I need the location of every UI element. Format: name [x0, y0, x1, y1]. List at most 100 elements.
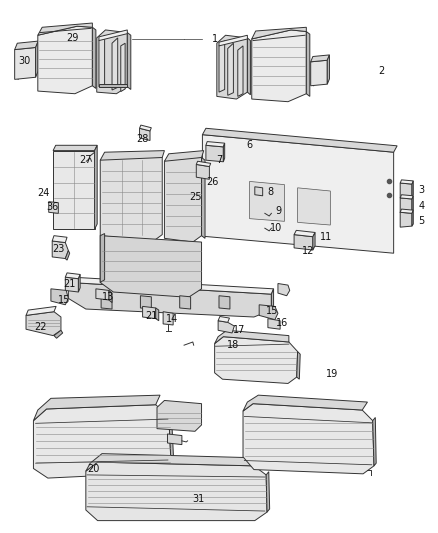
- Text: 19: 19: [325, 369, 338, 379]
- Text: 21: 21: [64, 279, 76, 289]
- Polygon shape: [86, 454, 258, 471]
- Polygon shape: [65, 273, 80, 279]
- Polygon shape: [38, 23, 92, 35]
- Polygon shape: [100, 154, 162, 241]
- Polygon shape: [163, 312, 173, 325]
- Text: 1: 1: [212, 34, 218, 44]
- Polygon shape: [202, 128, 397, 152]
- Polygon shape: [14, 41, 38, 50]
- Text: 27: 27: [80, 155, 92, 165]
- Polygon shape: [109, 290, 112, 303]
- Polygon shape: [100, 151, 164, 160]
- Polygon shape: [297, 188, 330, 225]
- Text: 18: 18: [227, 340, 240, 350]
- Polygon shape: [412, 196, 413, 212]
- Text: 31: 31: [192, 494, 204, 504]
- Polygon shape: [215, 330, 289, 344]
- Polygon shape: [143, 306, 155, 319]
- Polygon shape: [313, 232, 315, 250]
- Text: 3: 3: [418, 185, 424, 196]
- Polygon shape: [243, 403, 374, 474]
- Polygon shape: [311, 60, 327, 86]
- Polygon shape: [219, 35, 247, 46]
- Polygon shape: [169, 413, 173, 462]
- Polygon shape: [99, 30, 127, 41]
- Polygon shape: [252, 27, 306, 39]
- Polygon shape: [53, 146, 97, 151]
- Text: 15: 15: [266, 305, 279, 316]
- Polygon shape: [412, 181, 413, 197]
- Text: 17: 17: [233, 325, 246, 335]
- Text: 28: 28: [136, 134, 149, 144]
- Polygon shape: [400, 198, 412, 213]
- Text: 29: 29: [67, 33, 79, 43]
- Polygon shape: [68, 282, 272, 317]
- Polygon shape: [33, 405, 171, 478]
- Polygon shape: [266, 472, 270, 512]
- Polygon shape: [255, 187, 263, 196]
- Polygon shape: [140, 125, 151, 131]
- Polygon shape: [252, 30, 306, 102]
- Polygon shape: [95, 146, 97, 229]
- Polygon shape: [26, 312, 61, 336]
- Polygon shape: [218, 317, 230, 322]
- Polygon shape: [65, 277, 78, 292]
- Text: 25: 25: [190, 192, 202, 202]
- Polygon shape: [228, 43, 233, 95]
- Polygon shape: [215, 337, 297, 383]
- Polygon shape: [294, 230, 315, 237]
- Polygon shape: [52, 241, 68, 259]
- Polygon shape: [33, 395, 160, 421]
- Polygon shape: [96, 289, 109, 300]
- Text: 16: 16: [276, 318, 289, 328]
- Polygon shape: [311, 55, 329, 62]
- Polygon shape: [99, 35, 105, 87]
- Text: 9: 9: [276, 206, 282, 216]
- Polygon shape: [206, 146, 223, 162]
- Polygon shape: [54, 330, 63, 338]
- Polygon shape: [164, 155, 201, 242]
- Polygon shape: [217, 35, 247, 99]
- Text: 24: 24: [37, 188, 49, 198]
- Polygon shape: [223, 143, 225, 162]
- Polygon shape: [400, 195, 413, 199]
- Polygon shape: [38, 26, 92, 94]
- Polygon shape: [218, 321, 234, 333]
- Polygon shape: [26, 306, 56, 316]
- Polygon shape: [259, 305, 278, 320]
- Polygon shape: [86, 462, 267, 521]
- Text: 22: 22: [35, 321, 47, 332]
- Text: 5: 5: [418, 216, 424, 227]
- Polygon shape: [68, 277, 274, 294]
- Text: 20: 20: [88, 464, 100, 473]
- Polygon shape: [100, 233, 105, 282]
- Polygon shape: [268, 319, 280, 329]
- Polygon shape: [202, 135, 394, 253]
- Polygon shape: [14, 47, 35, 79]
- Polygon shape: [243, 395, 367, 411]
- Polygon shape: [140, 128, 150, 141]
- Polygon shape: [400, 212, 412, 227]
- Polygon shape: [78, 274, 80, 292]
- Polygon shape: [272, 289, 274, 310]
- Text: 10: 10: [270, 223, 282, 233]
- Text: 11: 11: [320, 232, 332, 243]
- Text: 7: 7: [216, 155, 222, 165]
- Polygon shape: [97, 30, 127, 94]
- Polygon shape: [400, 180, 413, 184]
- Text: 8: 8: [268, 187, 274, 197]
- Text: 36: 36: [46, 203, 58, 213]
- Polygon shape: [180, 296, 191, 309]
- Text: 4: 4: [418, 201, 424, 211]
- Text: 14: 14: [166, 313, 178, 324]
- Text: 15: 15: [58, 295, 70, 305]
- Polygon shape: [121, 43, 125, 92]
- Polygon shape: [167, 434, 182, 445]
- Text: 21: 21: [145, 311, 158, 321]
- Polygon shape: [294, 235, 313, 250]
- Polygon shape: [238, 46, 243, 96]
- Polygon shape: [201, 158, 205, 238]
- Text: 26: 26: [206, 177, 218, 187]
- Text: 6: 6: [247, 140, 253, 150]
- Polygon shape: [306, 31, 310, 96]
